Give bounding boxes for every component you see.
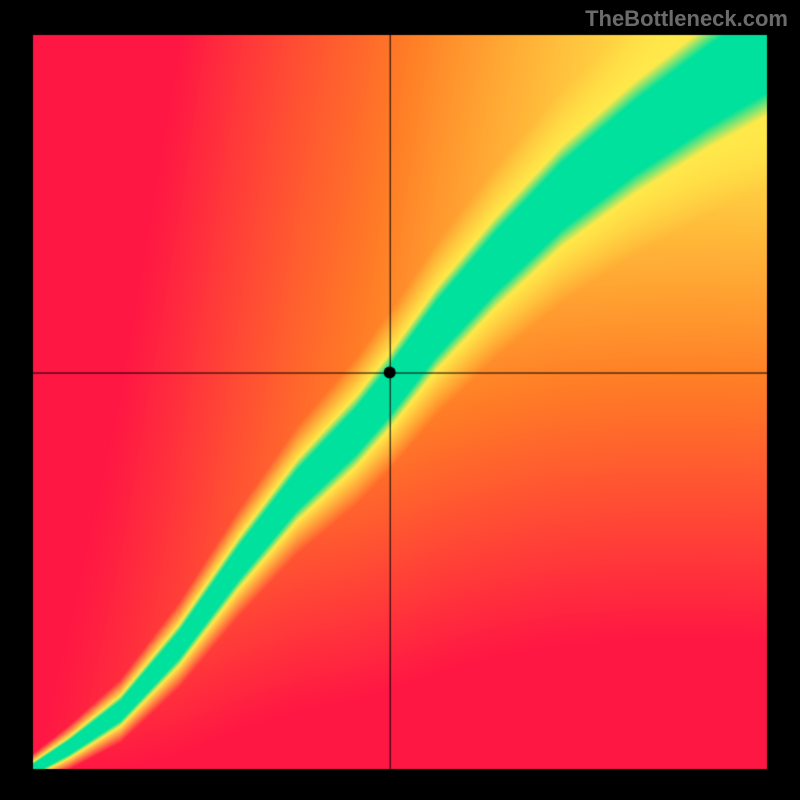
heatmap-canvas bbox=[0, 0, 800, 800]
watermark-text: TheBottleneck.com bbox=[585, 6, 788, 32]
chart-container: TheBottleneck.com bbox=[0, 0, 800, 800]
